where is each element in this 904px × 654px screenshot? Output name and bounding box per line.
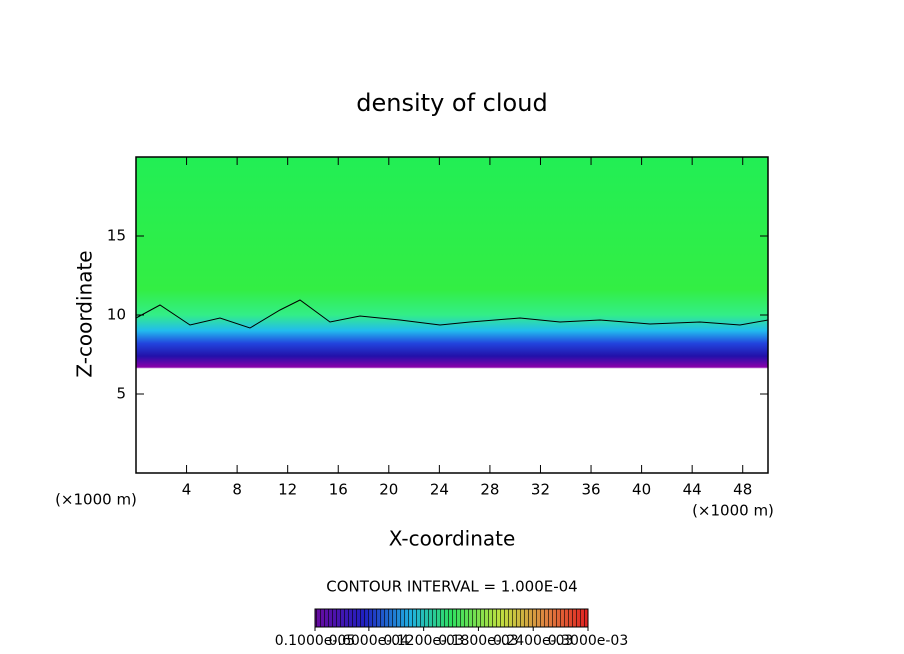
colorbar-tick-label: 0.6000e-04 <box>329 633 410 649</box>
x-tick-label: 28 <box>480 481 499 499</box>
x-tick-label: 36 <box>581 481 600 499</box>
x-tick-label: 24 <box>430 481 449 499</box>
x-tick-label: 40 <box>632 481 651 499</box>
y-axis-label: Z-coordinate <box>73 250 97 377</box>
x-tick-label: 32 <box>531 481 550 499</box>
x-axis-label: X-coordinate <box>389 527 516 551</box>
colorbar-tick-label: 0.1000e-05 <box>275 633 355 649</box>
contour-line <box>135 299 769 329</box>
x-tick-label: 12 <box>278 481 297 499</box>
colorbar-tick-label: 0.2400e-03 <box>493 633 573 649</box>
x-unit-label: (×1000 m) <box>55 491 137 509</box>
contour-field <box>136 157 768 473</box>
x-tick-label: 20 <box>379 481 398 499</box>
x-tick-label: 48 <box>733 481 752 499</box>
x-tick-label: 8 <box>232 481 242 499</box>
x-tick-label: 16 <box>329 481 348 499</box>
x-tick-label: 4 <box>182 481 192 499</box>
x-tick-label: 44 <box>683 481 702 499</box>
colorbar-tick-label: 0.1800e-03 <box>438 633 518 649</box>
x-unit-label: (×1000 m) <box>692 502 774 520</box>
y-tick-label: 10 <box>107 306 126 324</box>
chart-title: density of cloud <box>356 89 547 117</box>
colorbar-tick-label: 0.3000e-03 <box>548 633 628 649</box>
contour-interval: CONTOUR INTERVAL = 1.000E-04 <box>326 578 577 596</box>
colorbar-tick-label: 0.1200e-03 <box>383 633 463 649</box>
y-tick-label: 15 <box>107 227 126 245</box>
colorbar-frame <box>314 608 589 628</box>
y-tick-label: 5 <box>116 385 126 403</box>
